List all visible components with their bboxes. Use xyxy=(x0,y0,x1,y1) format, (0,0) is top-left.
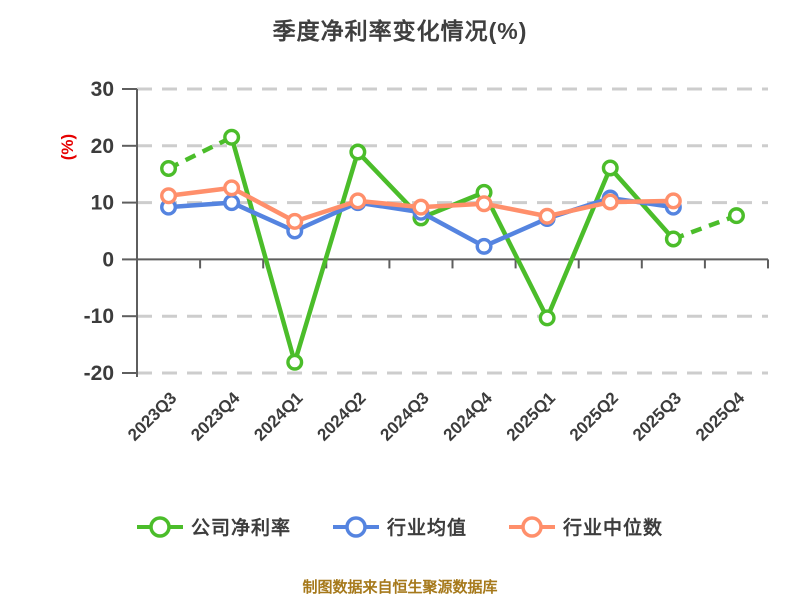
svg-text:10: 10 xyxy=(91,192,114,215)
svg-text:30: 30 xyxy=(91,78,114,101)
chart-title: 季度净利率变化情况(%) xyxy=(272,18,528,44)
svg-text:2024Q4: 2024Q4 xyxy=(440,388,497,445)
svg-text:2023Q3: 2023Q3 xyxy=(124,388,180,444)
legend-item-industry-average: 行业均值 xyxy=(332,513,467,540)
svg-text:2024Q3: 2024Q3 xyxy=(377,388,433,444)
svg-text:2025Q2: 2025Q2 xyxy=(566,388,622,444)
svg-text:20: 20 xyxy=(91,135,114,158)
data-source-caption: 制图数据来自恒生聚源数据库 xyxy=(302,579,498,596)
svg-text:2023Q4: 2023Q4 xyxy=(187,388,244,445)
svg-text:2024Q1: 2024Q1 xyxy=(250,388,306,444)
series-marker-orange-icon xyxy=(509,515,555,538)
legend-item-company-net-margin: 公司净利率 xyxy=(136,513,291,540)
legend-label: 行业中位数 xyxy=(563,518,664,539)
svg-text:2024Q2: 2024Q2 xyxy=(313,388,369,444)
legend-label: 行业均值 xyxy=(386,518,467,539)
legend: 公司净利率 行业均值 行业中位数 xyxy=(0,513,800,540)
series-marker-green-icon xyxy=(136,515,183,538)
svg-text:2025Q4: 2025Q4 xyxy=(692,388,749,445)
svg-text:-20: -20 xyxy=(84,362,114,385)
svg-text:2025Q1: 2025Q1 xyxy=(503,388,559,444)
svg-text:-10: -10 xyxy=(84,305,114,328)
svg-text:2025Q3: 2025Q3 xyxy=(629,388,685,444)
svg-text:0: 0 xyxy=(102,248,114,271)
legend-label: 公司净利率 xyxy=(190,518,291,539)
series-marker-blue-icon xyxy=(332,515,379,538)
legend-item-industry-median: 行业中位数 xyxy=(509,513,663,540)
